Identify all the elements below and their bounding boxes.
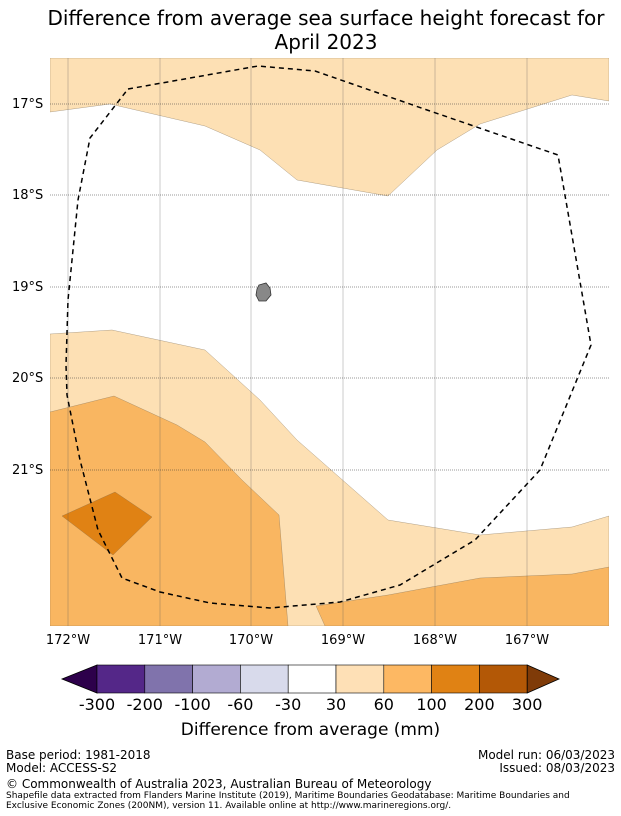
lat-label-18s: 18°S [12, 188, 43, 203]
lon-label-171w: 171°W [138, 633, 182, 648]
colorbar-bin [383, 664, 432, 694]
lat-label-21s: 21°S [12, 463, 43, 478]
colorbar-bin [240, 664, 289, 694]
copyright: © Commonwealth of Australia 2023, Austra… [6, 777, 432, 791]
colorbar-tick-label: 60 [374, 695, 394, 714]
model-name: Model: ACCESS-S2 [6, 761, 118, 775]
colorbar-arrow-low [60, 664, 98, 694]
colorbar-label: Difference from average (mm) [180, 720, 441, 740]
colorbar-arrow-high [526, 664, 560, 694]
lat-label-20s: 20°S [12, 371, 43, 386]
map-title: Difference from average sea surface heig… [0, 6, 621, 54]
lon-label-168w: 168°W [413, 633, 457, 648]
colorbar: -300 -200 -100 -60 -30 30 60 100 200 300 [60, 664, 560, 714]
anomaly-region-south-mid [50, 395, 289, 626]
colorbar-bin [431, 664, 480, 694]
island-niue [255, 282, 272, 302]
longitude-labels: 172°W 171°W 170°W 169°W 168°W 167°W [46, 633, 549, 648]
colorbar-bin [287, 664, 337, 694]
colorbar-bin [479, 664, 528, 694]
anomaly-region-dark [61, 491, 153, 556]
colorbar-tick-label: -30 [275, 695, 301, 714]
colorbar-bin [144, 664, 193, 694]
colorbar-tick-label: 300 [512, 695, 543, 714]
colorbar-tick-label: -60 [227, 695, 253, 714]
colorbar-tick-label: 100 [416, 695, 447, 714]
shapefile-credit-line-2: Exclusive Economic Zones (200NM), versio… [6, 801, 452, 811]
lat-label-19s: 19°S [12, 280, 43, 295]
shapefile-credit: Shapefile data extracted from Flanders M… [6, 791, 570, 811]
title-line-1: Difference from average sea surface heig… [47, 6, 605, 30]
colorbar-tick-label: -200 [127, 695, 163, 714]
colorbar-bin [96, 664, 146, 694]
anomaly-region-south-east [315, 566, 609, 626]
lon-label-170w: 170°W [229, 633, 273, 648]
colorbar-bin [192, 664, 241, 694]
colorbar-bin [335, 664, 385, 694]
title-line-2: April 2023 [274, 30, 378, 54]
colorbar-tick-label: -300 [79, 695, 115, 714]
gridlines [67, 58, 528, 626]
lon-label-172w: 172°W [46, 633, 90, 648]
latitude-labels: 17°S 18°S 19°S 20°S 21°S [12, 97, 43, 478]
lon-label-167w: 167°W [505, 633, 549, 648]
base-period: Base period: 1981-2018 [6, 748, 151, 762]
model-run: Model run: 06/03/2023 [477, 748, 615, 762]
issued-date: Issued: 08/03/2023 [499, 761, 615, 775]
colorbar-tick-label: 30 [326, 695, 346, 714]
lon-label-169w: 169°W [321, 633, 365, 648]
lat-label-17s: 17°S [12, 97, 43, 112]
map-panel [50, 58, 609, 626]
colorbar-tick-label: 200 [464, 695, 495, 714]
colorbar-tick-label: -100 [174, 695, 210, 714]
shapefile-credit-line-1: Shapefile data extracted from Flanders M… [6, 791, 570, 801]
eez-boundary-line [65, 65, 592, 609]
